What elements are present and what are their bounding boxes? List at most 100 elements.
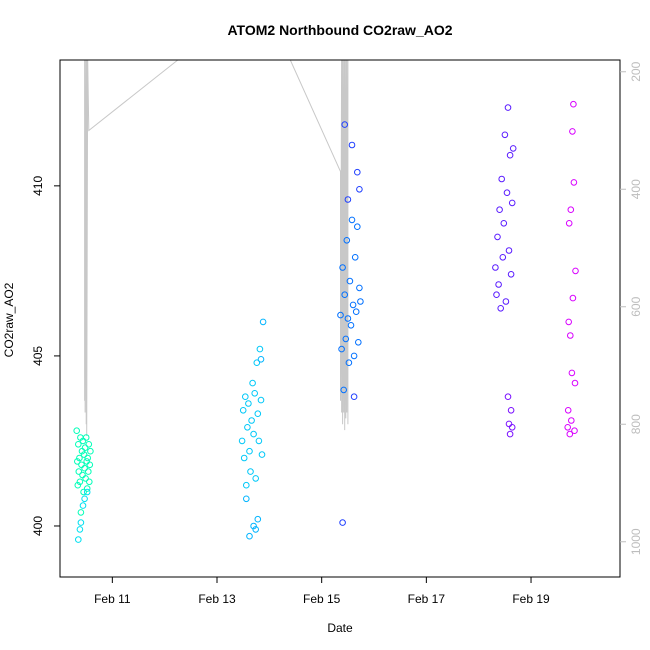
data-point [567,206,575,213]
data-point [341,291,349,299]
plot-frame [59,59,621,578]
data-point [239,407,247,414]
data-point [86,478,93,486]
data-point [257,356,265,363]
data-point [258,451,266,458]
data-point [79,502,87,509]
data-point [80,488,87,496]
data-point [256,345,264,353]
data-point [503,189,511,196]
data-point [570,179,578,186]
data-point [75,536,82,543]
data-point [356,284,363,292]
y2-tick-label: 200 [629,61,643,81]
data-point [346,277,354,285]
data-point [75,468,83,475]
x-tick-label: Feb 11 [94,592,131,606]
y2-tick-label: 800 [629,414,643,434]
data-point [242,393,249,401]
data-point [571,379,579,387]
x-tick-label: Feb 13 [198,592,236,606]
data-point [352,308,360,316]
data-point [85,468,92,475]
data-point [565,318,573,326]
data-point [350,352,358,360]
data-point [77,519,85,526]
data-point [568,417,575,424]
data-point [254,410,262,418]
x-axis-label: Date [327,621,353,635]
data-point [337,311,344,319]
data-point [81,495,88,503]
data-point [85,441,93,448]
plot-area [73,60,579,543]
data-point [74,481,82,489]
data-point [81,444,89,452]
data-point [495,281,502,288]
data-point [357,298,364,305]
data-point [76,526,84,533]
data-point [347,322,355,329]
data-point [492,264,499,271]
x-tick-label: Feb 19 [512,592,550,606]
data-point [508,424,516,431]
data-point [498,175,506,183]
data-point [507,407,515,414]
data-point [249,379,256,387]
y2-tick-label: 400 [629,179,643,199]
data-point [348,216,356,224]
data-point [246,532,253,540]
altitude-profile-line [84,60,349,437]
data-point [506,151,514,159]
data-point [344,196,352,203]
data-point [82,475,89,482]
data-point [243,481,250,489]
data-point [348,141,356,149]
data-point [257,396,265,404]
data-point [350,393,358,401]
y2-tick-label: 600 [629,296,643,316]
data-point [74,458,81,465]
data-point [572,267,579,275]
data-point [76,478,84,486]
data-point [77,509,85,516]
altitude-profile-layer [84,60,349,437]
data-point [497,305,505,312]
data-point [504,104,512,111]
data-point [508,199,516,207]
data-point [493,291,500,299]
data-point [349,301,357,309]
data-point [341,121,349,128]
data-point [248,417,255,424]
data-point [568,369,576,377]
data-point [566,430,574,438]
data-point [494,233,501,241]
data-point [245,400,252,407]
data-point [80,451,88,458]
data-point [500,220,508,227]
data-point [251,390,258,397]
data-point [339,264,346,271]
data-point [243,495,250,503]
data-point [506,430,514,438]
data-point [250,430,257,438]
data-point [343,237,351,244]
data-point [569,128,576,135]
data-point [496,206,503,213]
data-point [356,186,363,193]
data-point [75,441,82,448]
data-point [342,335,350,343]
data-point [82,434,90,441]
y2-tick-label: 1000 [629,528,643,555]
data-point [244,424,251,431]
data-point [247,468,254,475]
data-point [504,393,512,401]
chart-title: ATOM2 Northbound CO2raw_AO2 [227,22,452,38]
data-point [252,475,259,482]
data-point [338,345,345,353]
x-tick-label: Feb 15 [303,592,341,606]
data-point [339,519,346,526]
data-point [83,488,91,496]
